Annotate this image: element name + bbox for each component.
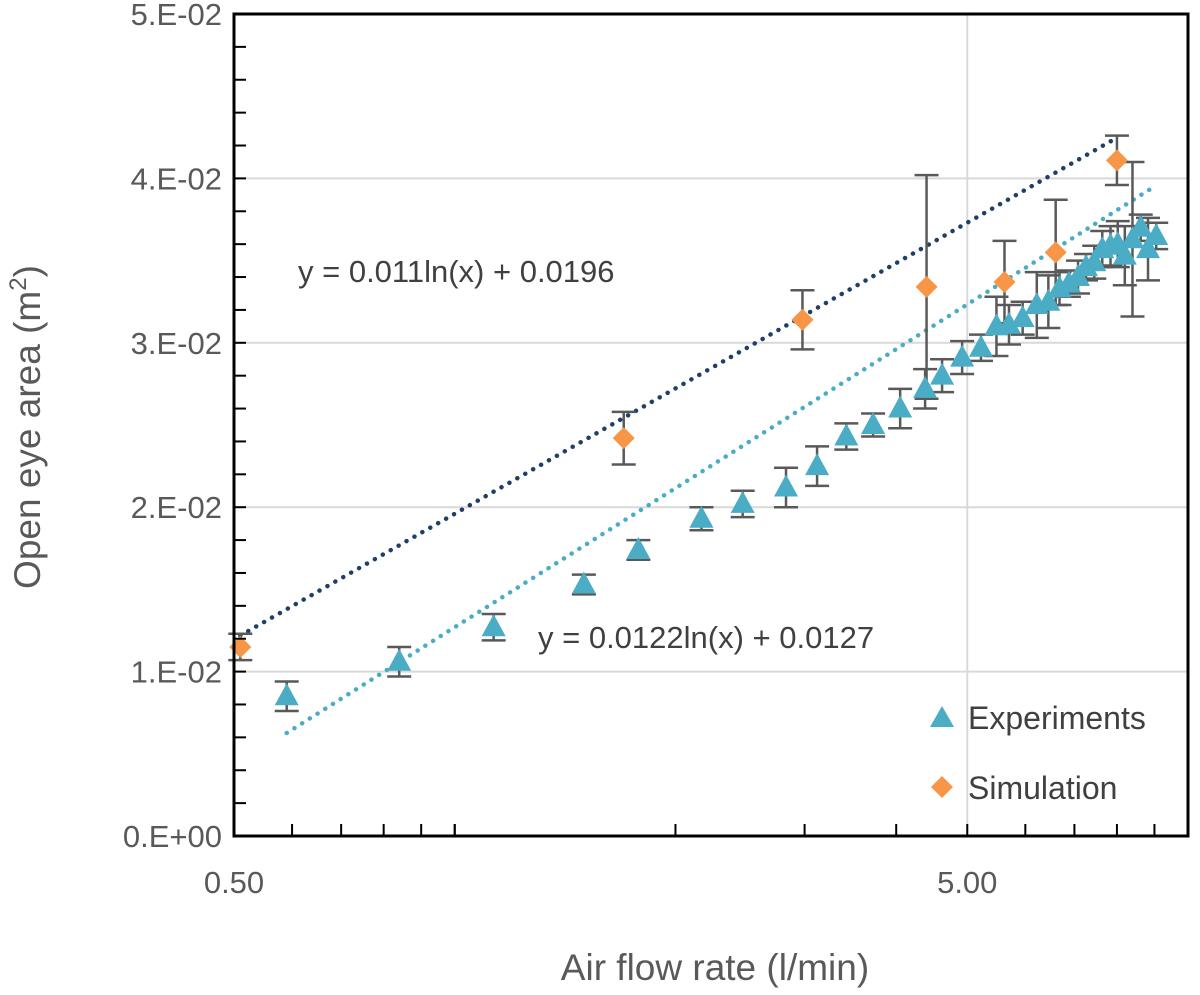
point-experiments bbox=[1112, 242, 1137, 265]
y-axis-label-end: ) bbox=[7, 265, 48, 277]
point-experiments bbox=[1036, 288, 1061, 311]
trendline-simulation bbox=[238, 135, 1120, 638]
point-experiments bbox=[1144, 222, 1169, 245]
point-experiments bbox=[571, 571, 596, 594]
trendline-experiments bbox=[284, 183, 1159, 736]
point-experiments bbox=[774, 474, 799, 497]
legend: Experiments Simulation bbox=[930, 700, 1146, 806]
point-simulation bbox=[612, 427, 635, 450]
point-experiments bbox=[387, 648, 412, 671]
data-markers bbox=[229, 149, 1169, 706]
point-simulation bbox=[1044, 241, 1067, 264]
y-axis-label-sup: 2 bbox=[5, 277, 32, 290]
trendline-label-experiments: y = 0.0122ln(x) + 0.0127 bbox=[538, 620, 874, 655]
y-axis-label-main: Open eye area (m bbox=[7, 291, 48, 589]
point-experiments bbox=[274, 683, 299, 706]
point-experiments bbox=[626, 536, 651, 559]
x-tick-label: 5.00 bbox=[937, 865, 997, 900]
x-axis-label: Air flow rate (l/min) bbox=[561, 947, 869, 988]
y-tick-label: 3.E-02 bbox=[131, 326, 222, 361]
point-experiments bbox=[913, 375, 938, 398]
y-tick-label: 1.E-02 bbox=[131, 655, 222, 690]
point-experiments bbox=[888, 395, 913, 418]
trendlines bbox=[238, 135, 1159, 736]
legend-label-simulation: Simulation bbox=[968, 770, 1117, 806]
minor-ticks bbox=[234, 45, 1156, 836]
point-simulation bbox=[791, 308, 814, 331]
point-experiments bbox=[930, 362, 955, 385]
point-simulation bbox=[1105, 149, 1128, 172]
point-experiments bbox=[1010, 305, 1035, 328]
point-simulation bbox=[993, 270, 1016, 293]
y-tick-label: 4.E-02 bbox=[131, 161, 222, 196]
point-experiments bbox=[1082, 249, 1107, 272]
point-experiments bbox=[1136, 236, 1161, 259]
point-experiments bbox=[730, 490, 755, 513]
y-tick-label: 2.E-02 bbox=[131, 490, 222, 525]
trendline-label-simulation: y = 0.011ln(x) + 0.0196 bbox=[298, 254, 615, 289]
point-experiments bbox=[996, 311, 1021, 334]
plot-frame bbox=[232, 12, 1190, 838]
legend-label-experiments: Experiments bbox=[968, 700, 1146, 736]
point-experiments bbox=[834, 423, 859, 446]
point-experiments bbox=[1128, 214, 1153, 237]
point-experiments bbox=[805, 453, 830, 476]
legend-marker-simulation bbox=[931, 776, 953, 798]
point-experiments bbox=[689, 505, 714, 528]
y-tick-label: 5.E-02 bbox=[131, 0, 222, 32]
point-experiments bbox=[481, 614, 506, 637]
point-experiments bbox=[968, 334, 993, 357]
y-axis-label: Open eye area (m2) bbox=[5, 265, 48, 589]
point-experiments bbox=[861, 412, 886, 434]
point-experiments bbox=[950, 344, 975, 367]
tick-labels: 0.E+00 1.E-02 2.E-02 3.E-02 4.E-02 5.E-02 0.50… bbox=[123, 0, 998, 900]
legend-marker-experiments bbox=[930, 706, 954, 727]
point-experiments bbox=[1120, 226, 1145, 249]
point-simulation bbox=[915, 275, 938, 298]
y-tick-label: 0.E+00 bbox=[123, 819, 222, 854]
x-tick-label: 0.50 bbox=[204, 865, 264, 900]
